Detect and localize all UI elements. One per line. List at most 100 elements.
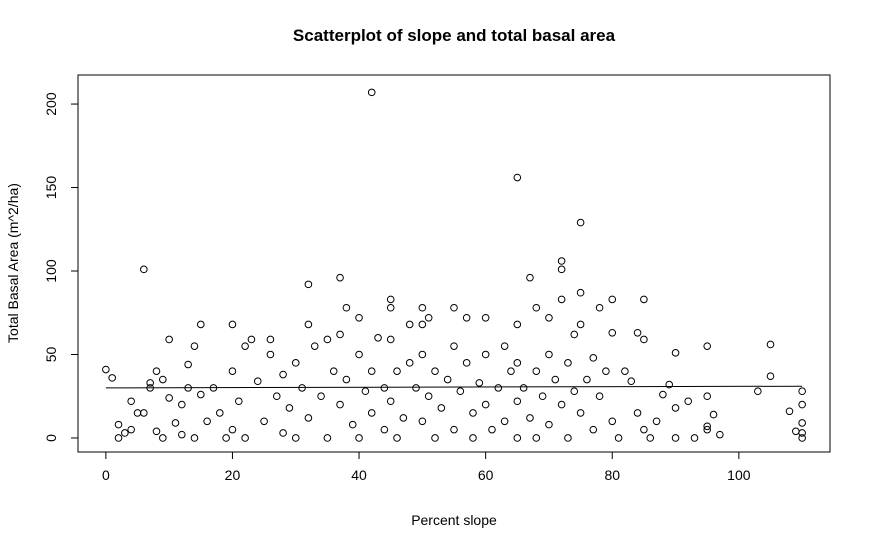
- point: [348, 420, 357, 429]
- point: [513, 320, 522, 329]
- point: [171, 419, 180, 427]
- point: [241, 342, 249, 350]
- point: [798, 419, 806, 427]
- point: [507, 367, 515, 375]
- point: [355, 434, 363, 442]
- x-tick-label: 100: [727, 467, 751, 483]
- point: [222, 434, 230, 442]
- point: [690, 434, 699, 442]
- point: [178, 430, 186, 439]
- point: [557, 265, 566, 274]
- point: [424, 392, 433, 401]
- point: [608, 295, 617, 304]
- y-tick-label: 100: [43, 259, 59, 283]
- point: [519, 384, 528, 392]
- point: [323, 335, 332, 344]
- y-tick-label: 200: [43, 92, 59, 116]
- x-tick-label: 40: [351, 467, 367, 483]
- point: [564, 434, 572, 442]
- point: [336, 273, 344, 282]
- point: [336, 400, 344, 409]
- point: [494, 384, 503, 392]
- point: [418, 303, 427, 312]
- point: [798, 434, 806, 442]
- point: [659, 390, 667, 399]
- point: [570, 330, 579, 339]
- point: [241, 434, 249, 442]
- y-tick-label: 150: [43, 176, 59, 200]
- point: [146, 379, 154, 387]
- point: [159, 375, 167, 384]
- point: [336, 330, 344, 339]
- point: [557, 295, 566, 304]
- point: [178, 400, 186, 409]
- y-axis-label: Total Basal Area (m^2/ha): [5, 183, 21, 343]
- point: [197, 320, 205, 329]
- point: [304, 320, 313, 329]
- point: [279, 370, 287, 379]
- point: [424, 313, 433, 322]
- y-tick-label: 50: [43, 346, 59, 362]
- point: [140, 409, 148, 417]
- point: [532, 434, 541, 442]
- point: [475, 379, 484, 387]
- point: [285, 404, 294, 412]
- point: [114, 420, 123, 429]
- point: [798, 400, 806, 409]
- point: [355, 313, 363, 322]
- point: [450, 342, 458, 350]
- point: [551, 375, 560, 384]
- point: [488, 425, 496, 434]
- point: [291, 359, 300, 367]
- point: [247, 335, 256, 344]
- point: [260, 417, 268, 426]
- point: [418, 320, 427, 329]
- point: [481, 400, 490, 409]
- point: [798, 387, 806, 396]
- point: [159, 434, 167, 442]
- point: [614, 434, 623, 442]
- point: [310, 342, 319, 350]
- point: [576, 320, 585, 329]
- point: [500, 342, 509, 350]
- point: [513, 173, 522, 182]
- point: [412, 384, 420, 392]
- point: [386, 303, 395, 312]
- x-axis-label: Percent slope: [411, 512, 497, 528]
- point: [595, 392, 604, 401]
- point: [545, 420, 553, 429]
- point: [228, 320, 237, 329]
- point: [513, 397, 522, 406]
- point: [127, 425, 135, 434]
- point: [272, 392, 281, 401]
- point: [469, 434, 477, 442]
- point: [633, 409, 642, 417]
- point: [716, 430, 724, 439]
- point: [279, 429, 287, 437]
- x-tick-label: 80: [604, 467, 620, 483]
- point: [165, 394, 173, 402]
- point: [152, 367, 161, 375]
- point: [405, 359, 414, 367]
- point: [608, 417, 617, 426]
- point: [652, 417, 661, 426]
- point: [538, 392, 547, 401]
- point: [165, 335, 173, 344]
- point: [513, 434, 522, 442]
- point: [121, 429, 129, 437]
- point: [640, 335, 648, 344]
- point: [380, 425, 389, 434]
- point: [785, 407, 794, 416]
- point: [754, 387, 762, 396]
- point: [602, 367, 610, 375]
- fit-line: [105, 385, 803, 389]
- point: [792, 427, 800, 436]
- point: [766, 340, 775, 349]
- point: [671, 349, 680, 357]
- point: [386, 295, 395, 304]
- point: [228, 367, 237, 375]
- point: [576, 218, 585, 227]
- point: [367, 88, 376, 97]
- point: [583, 375, 591, 384]
